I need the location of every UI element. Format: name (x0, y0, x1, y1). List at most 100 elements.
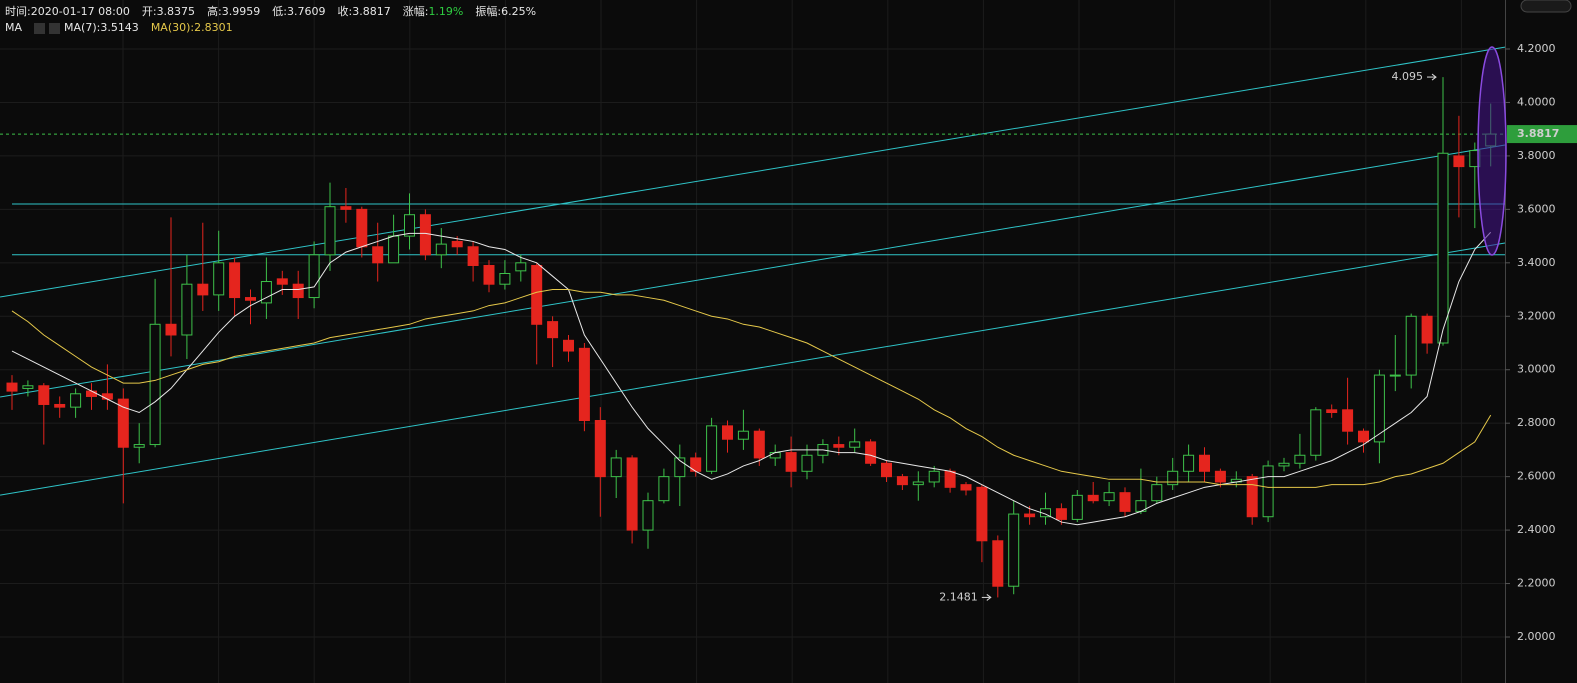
info-item: 高:3.9959 (207, 5, 260, 18)
candle-body (1246, 476, 1258, 518)
info-label: 涨幅: (402, 5, 429, 18)
price-tag-label: 3.8817 (1517, 127, 1559, 140)
info-item: 振幅:6.25% (475, 5, 536, 18)
candle-body (54, 403, 66, 408)
selection-ellipse (1477, 46, 1507, 256)
info-bar: 时间:2020-01-17 08:00 开:3.8375 高:3.9959 低:3.7… (5, 3, 548, 19)
candle-body (1008, 513, 1020, 587)
candle-body (451, 240, 463, 248)
collapse-button[interactable] (1520, 0, 1572, 13)
arrow-head (1431, 73, 1437, 81)
candle-body (928, 470, 940, 483)
candle-body (372, 246, 384, 264)
candle-body (547, 321, 559, 339)
candle-body (769, 452, 781, 459)
candle-body (229, 262, 241, 299)
info-label: 时间: (5, 5, 31, 18)
candle-body (308, 254, 320, 299)
info-value: 2020-01-17 08:00 (30, 5, 130, 18)
candle-body (610, 457, 622, 478)
candle-body (165, 323, 177, 336)
candle-body (1310, 409, 1322, 456)
ma-line (11, 289, 1492, 488)
info-label: 开: (141, 5, 157, 18)
candle-body (896, 476, 908, 486)
info-item: 低:3.7609 (272, 5, 325, 18)
y-tick-label: 2.8000 (1517, 416, 1556, 429)
candle-body (197, 283, 209, 296)
candle-body (1405, 315, 1417, 376)
close-icon[interactable] (49, 22, 61, 34)
candle-body (706, 425, 718, 472)
indicator-name[interactable]: MA (5, 21, 23, 34)
y-tick-label: 2.2000 (1517, 577, 1556, 590)
candle-body (801, 454, 813, 472)
trend-line (0, 46, 1506, 298)
y-tick-label: 2.0000 (1517, 630, 1556, 643)
candle-body (1278, 462, 1290, 467)
candle-body (22, 385, 34, 389)
candle-body (388, 235, 400, 264)
candle-body (356, 208, 368, 248)
candle-body (1421, 315, 1433, 344)
y-tick-label: 3.6000 (1517, 202, 1556, 215)
candle-body (849, 441, 861, 448)
candle-body (1151, 484, 1163, 502)
extreme-label: 2.1481 (939, 590, 978, 603)
candle-body (722, 425, 733, 440)
y-tick-label: 3.8000 (1517, 149, 1556, 162)
candle-body (944, 470, 956, 488)
candle-body (435, 243, 447, 256)
candle-body (1199, 454, 1210, 472)
candle-body (292, 283, 304, 299)
candle-body (133, 444, 145, 448)
candle-body (1342, 409, 1354, 432)
candle-body (737, 430, 749, 440)
candle-body (467, 246, 479, 266)
candle-body (1071, 494, 1083, 520)
ma-legend-entry: MA(7):3.5143 (64, 21, 139, 34)
y-tick-label: 4.0000 (1517, 95, 1556, 108)
candle-body (531, 264, 543, 325)
candle-body (833, 444, 845, 448)
candle-body (658, 476, 670, 502)
price-tag (1507, 125, 1577, 144)
candle-body (149, 323, 161, 446)
info-item: 时间:2020-01-17 08:00 (5, 5, 130, 18)
candle-body (865, 441, 877, 464)
info-value: 3.8817 (352, 5, 391, 18)
candle-body (563, 339, 574, 352)
candle-body (213, 262, 225, 296)
trend-line (0, 144, 1506, 398)
candle-body (101, 393, 113, 400)
info-item: 涨幅:1.19% (403, 5, 464, 18)
settings-icon[interactable] (34, 22, 46, 34)
candle-body (785, 452, 797, 472)
candle-body (6, 382, 18, 392)
candle-body (1214, 470, 1226, 483)
candle-body (881, 462, 892, 478)
trend-line (0, 242, 1506, 496)
candle-body (499, 273, 511, 285)
candle-body (753, 430, 765, 459)
y-tick-label: 3.4000 (1517, 256, 1556, 269)
info-item: 开:3.8375 (142, 5, 195, 18)
info-value: 3.8375 (156, 5, 196, 18)
info-value: 3.9959 (221, 5, 261, 18)
info-value: 6.25% (501, 5, 537, 18)
ma-legend-entry: MA(30):2.8301 (150, 21, 233, 34)
candle-body (578, 347, 590, 422)
candle-body (1453, 155, 1465, 168)
candle-body (117, 398, 129, 448)
info-value: 3.7609 (287, 5, 326, 18)
candle-body (1119, 492, 1131, 512)
candle-body (1055, 508, 1067, 520)
info-item: 收:3.8817 (338, 5, 391, 18)
candle-body (912, 481, 924, 486)
candle-body (419, 214, 431, 256)
candle-body (594, 420, 606, 478)
candle-body (38, 385, 50, 405)
candle-body (960, 484, 972, 491)
